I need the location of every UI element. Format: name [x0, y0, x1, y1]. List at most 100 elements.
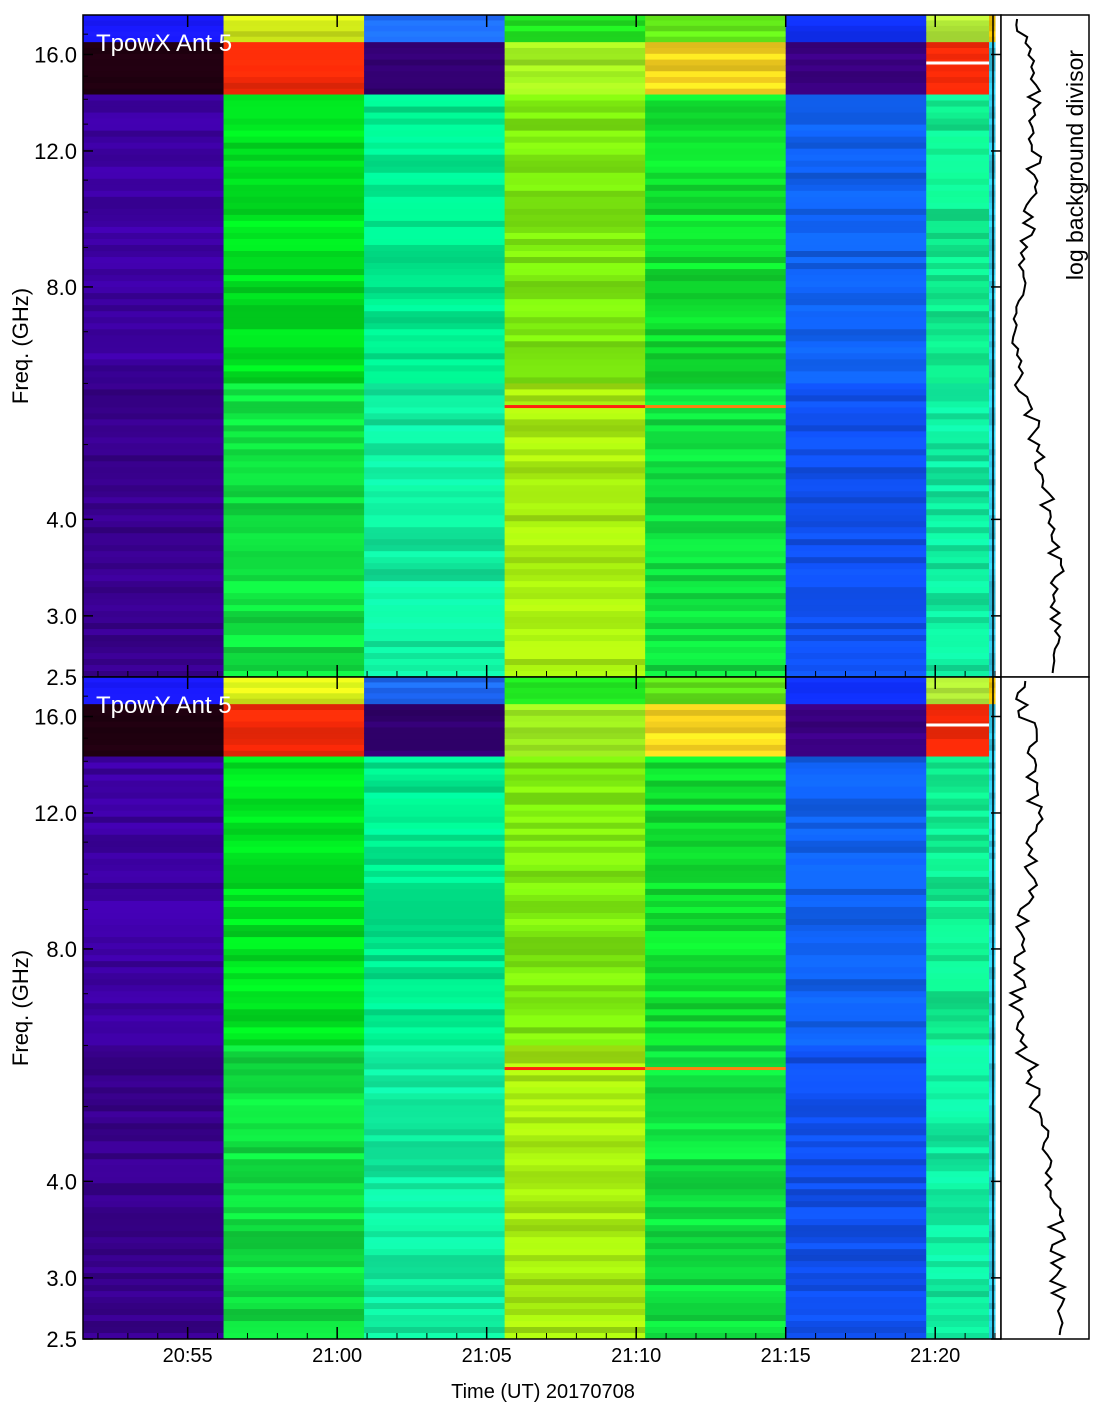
heatmap-cell: [504, 792, 646, 800]
heatmap-cell: [785, 515, 927, 522]
heatmap-cell: [504, 184, 646, 192]
heatmap-cell: [504, 359, 646, 366]
heatmap-cell: [785, 677, 927, 683]
heatmap-cell: [364, 1123, 506, 1130]
heatmap-cell: [223, 1255, 365, 1262]
heatmap-cell: [83, 709, 225, 717]
heatmap-cell: [785, 383, 927, 390]
heatmap-cell: [926, 925, 990, 932]
heatmap-cell: [223, 112, 365, 120]
heatmap-cell: [645, 756, 787, 764]
heatmap-cell: [645, 136, 787, 144]
heatmap-cell: [223, 31, 365, 38]
heatmap-cell: [785, 431, 927, 438]
heatmap-cell: [83, 88, 225, 96]
heatmap-cell: [645, 599, 787, 606]
heatmap-cell: [785, 208, 927, 216]
heatmap-cell: [785, 293, 927, 300]
heatmap-cell: [223, 659, 365, 666]
heatmap-cell: [785, 232, 927, 240]
heatmap-cell: [364, 804, 506, 812]
heatmap-cell: [926, 419, 990, 426]
heatmap-cell: [504, 1039, 646, 1046]
heatmap-cell: [785, 709, 927, 717]
heatmap-cell: [926, 1039, 990, 1046]
heatmap-cell: [83, 599, 225, 606]
heatmap-cell: [83, 792, 225, 800]
heatmap-cell: [223, 762, 365, 770]
heatmap-cell: [926, 876, 990, 884]
heatmap-cell: [83, 431, 225, 438]
heatmap-cell: [223, 569, 365, 576]
heatmap-cell: [364, 77, 506, 84]
heatmap-cell: [645, 1021, 787, 1028]
heatmap-cell: [926, 208, 990, 216]
heatmap-cell: [364, 1015, 506, 1022]
heatmap-cell: [926, 53, 990, 61]
heatmap-cell: [504, 65, 646, 72]
heatmap-cell: [926, 617, 990, 624]
heatmap-cell: [645, 991, 787, 998]
heatmap-cell: [364, 1039, 506, 1046]
heatmap-cell: [83, 59, 225, 66]
heatmap-cell: [364, 497, 506, 504]
heatmap-cell: [926, 82, 990, 90]
heatmap-cell: [223, 154, 365, 162]
heatmap-cell: [645, 395, 787, 402]
heatmap-cell: [223, 1303, 365, 1310]
heatmap-cell: [223, 82, 365, 90]
heatmap-cell: [926, 1267, 990, 1274]
heatmap-cell: [785, 419, 927, 426]
heatmap-cell: [926, 557, 990, 564]
heatmap-cell: [364, 611, 506, 618]
heatmap-cell: [83, 94, 225, 102]
heatmap-cell: [926, 659, 990, 666]
heatmap-cell: [83, 900, 225, 908]
heatmap-cell: [926, 611, 990, 618]
heatmap-cell: [504, 25, 646, 32]
heatmap-cell: [645, 852, 787, 860]
heatmap-cell: [785, 124, 927, 132]
heatmap-cell: [364, 226, 506, 234]
heatmap-cell: [223, 810, 365, 818]
heatmap-cell: [645, 629, 787, 636]
heatmap-cell: [364, 190, 506, 198]
heatmap-cell: [364, 906, 506, 914]
heatmap-cell: [926, 226, 990, 234]
heatmap-cell: [785, 178, 927, 186]
heatmap-cell: [83, 214, 225, 222]
heatmap-cell: [504, 443, 646, 450]
heatmap-cell: [364, 305, 506, 312]
heatmap-cell: [926, 238, 990, 246]
heatmap-cell: [223, 925, 365, 932]
heatmap-cell: [645, 1063, 787, 1070]
heatmap-cell: [926, 1327, 990, 1334]
heatmap-cell: [504, 377, 646, 384]
heatmap-cell: [364, 744, 506, 752]
heatmap-cell: [223, 900, 365, 908]
heatmap-cell: [645, 220, 787, 228]
heatmap-cell: [83, 798, 225, 806]
heatmap-cell: [223, 967, 365, 974]
heatmap-cell: [785, 257, 927, 264]
heatmap-cell: [504, 665, 646, 672]
heatmap-cell: [504, 671, 646, 677]
heatmap-cell: [504, 629, 646, 636]
heatmap-cell: [364, 1291, 506, 1298]
heatmap-cell: [83, 82, 225, 90]
heatmap-cell: [223, 682, 365, 689]
y-axis-label: Freq. (GHz): [8, 288, 33, 404]
heatmap-cell: [83, 727, 225, 734]
heatmap-cell: [83, 780, 225, 788]
heatmap-cell: [223, 533, 365, 540]
heatmap-cell: [785, 251, 927, 258]
heatmap-cell: [223, 744, 365, 752]
heatmap-cell: [364, 106, 506, 114]
heatmap-cell: [926, 569, 990, 576]
heatmap-cell: [926, 961, 990, 968]
heatmap-cell: [785, 870, 927, 878]
heatmap-cell: [364, 882, 506, 890]
heatmap-cell: [504, 311, 646, 318]
heatmap-cell: [83, 1303, 225, 1310]
heatmap-cell: [926, 190, 990, 198]
